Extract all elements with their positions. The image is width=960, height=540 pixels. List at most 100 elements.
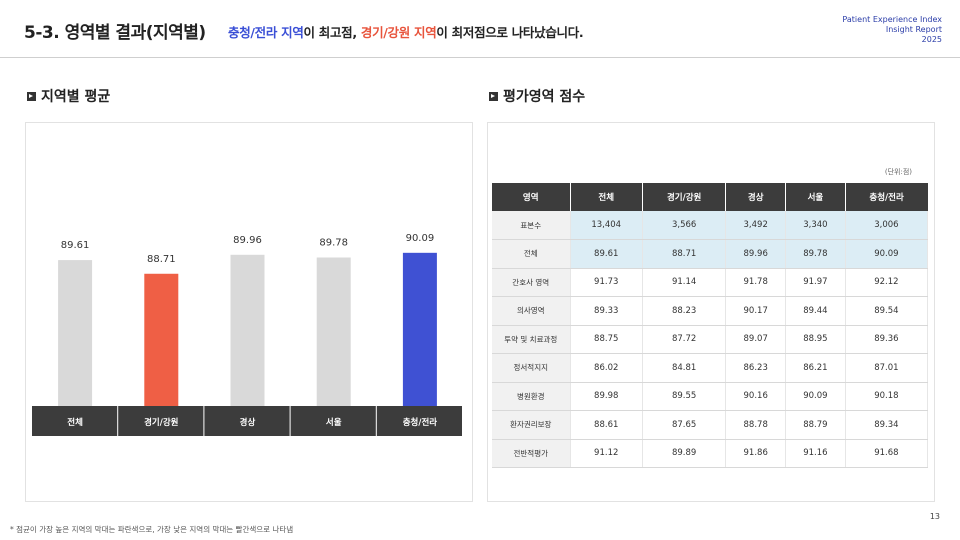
table-cell: 90.16 <box>725 382 787 411</box>
table-cell: 89.98 <box>570 382 643 411</box>
table-cell: 88.23 <box>642 296 727 326</box>
table-cell: 91.73 <box>570 268 643 297</box>
table-row: 정서적지지 86.02 84.81 86.23 86.21 87.01 <box>492 353 929 383</box>
table-cell: 88.71 <box>642 239 727 269</box>
table-cell: 89.96 <box>725 239 787 269</box>
bar-2 <box>230 254 265 406</box>
category-cell-1 <box>118 406 204 436</box>
table-row-label: 정서적지지 <box>492 353 571 383</box>
subtitle-text-mid: 이 최고점, <box>303 25 361 40</box>
bar-chart: 89.61 전체 88.71 경기/강원 89.96 경상 89.78 서울 90.09 충청/전… <box>32 233 462 436</box>
table-cell: 91.86 <box>725 439 787 468</box>
table-row: 투약 및 치료과정 88.75 87.72 89.07 88.95 89.36 <box>492 325 929 354</box>
table-cell: 90.18 <box>845 382 929 411</box>
bar-value-label-3: 89.78 <box>319 238 348 249</box>
page-header: 5-3. 영역별 결과(지역별) 충청/전라 지역이 최고점, 경기/강원 지역… <box>0 0 960 58</box>
table-row: 전반적평가 91.12 89.89 91.86 91.16 91.68 <box>492 439 929 468</box>
report-line-3: 2025 <box>921 35 942 44</box>
page-number: 13 <box>929 512 940 521</box>
bar-3 <box>316 257 351 406</box>
table-cell: 91.78 <box>725 268 787 297</box>
report-label: Patient Experience Index Insight Report … <box>842 15 942 45</box>
table-cell: 89.61 <box>570 239 643 269</box>
table-cell: 88.95 <box>785 325 846 354</box>
subtitle-highlight-highest: 충청/전라 지역 <box>228 25 304 40</box>
category-label-4: 충청/전라 <box>403 417 438 428</box>
category-label-0: 전체 <box>67 417 83 428</box>
table-header-cell: 전체 <box>570 183 643 211</box>
table-cell: 92.12 <box>845 268 929 297</box>
bar-value-label-2: 89.96 <box>233 235 262 246</box>
category-label-3: 서울 <box>326 417 342 428</box>
section-arrow-icon <box>27 91 36 101</box>
table-row-label: 표본수 <box>492 211 571 240</box>
table-cell: 87.01 <box>845 353 929 383</box>
score-table: 영역 전체 경기/강원 경상 서울 충청/전라 표본수 13,404 3,566 3,492 3,… <box>492 183 929 468</box>
table-row: 환자권리보장 88.61 87.65 88.78 88.79 89.34 <box>492 410 929 440</box>
table-header-cell: 경기/강원 <box>642 183 727 211</box>
table-row: 간호사 영역 91.73 91.14 91.78 91.97 92.12 <box>492 268 929 297</box>
table-row-label: 간호사 영역 <box>492 268 571 297</box>
score-table-panel: (단위:점) 영역 전체 경기/강원 경상 서울 충청/전라 표본수 13,404 3,566… <box>487 122 935 502</box>
table-cell: 86.02 <box>570 353 643 383</box>
subtitle-highlight-lowest: 경기/강원 지역 <box>360 25 437 40</box>
table-cell: 89.44 <box>785 296 846 326</box>
page-title: 5-3. 영역별 결과(지역별) <box>24 23 206 43</box>
table-cell: 88.79 <box>785 410 846 440</box>
table-row-label: 투약 및 치료과정 <box>492 325 571 354</box>
table-cell: 87.65 <box>642 410 727 440</box>
table-cell: 89.89 <box>642 439 727 468</box>
right-section-title-text: 평가영역 점수 <box>503 89 586 105</box>
table-cell: 91.16 <box>785 439 846 468</box>
table-row: 전체 89.61 88.71 89.96 89.78 90.09 <box>492 239 929 269</box>
footnote: * 점균이 가장 높은 지역의 막대는 파란색으로, 가장 낮은 지역의 막대는… <box>10 525 294 534</box>
table-cell: 89.54 <box>845 296 929 326</box>
section-arrow-icon <box>489 91 498 101</box>
table-header-cell: 영역 <box>492 183 571 211</box>
category-cell-3 <box>290 406 376 436</box>
table-cell: 90.17 <box>725 296 787 326</box>
table-cell: 87.72 <box>642 325 727 354</box>
bar-1 <box>144 273 179 406</box>
category-cell-4 <box>376 406 462 436</box>
bar-value-label-4: 90.09 <box>406 233 435 244</box>
table-cell: 89.34 <box>845 410 929 440</box>
table-row: 병원환경 89.98 89.55 90.16 90.09 90.18 <box>492 382 929 411</box>
table-cell: 3,340 <box>785 211 846 240</box>
table-cell: 91.97 <box>785 268 846 297</box>
table-row-label: 병원환경 <box>492 382 571 411</box>
category-label-1: 경기/강원 <box>144 417 179 428</box>
table-cell: 89.55 <box>642 382 727 411</box>
table-row: 의사영역 89.33 88.23 90.17 89.44 89.54 <box>492 296 929 326</box>
table-cell: 89.36 <box>845 325 929 354</box>
table-row-label: 의사영역 <box>492 296 571 326</box>
bar-chart-panel: 89.61 전체 88.71 경기/강원 89.96 경상 89.78 서울 90.09 충청/전… <box>25 122 473 502</box>
category-label-2: 경상 <box>240 417 256 428</box>
table-row: 표본수 13,404 3,566 3,492 3,340 3,006 <box>492 211 929 240</box>
table-cell: 90.09 <box>785 382 846 411</box>
bar-0 <box>58 260 93 406</box>
unit-label: (단위:점) <box>884 168 912 176</box>
right-section-title: 평가영역 점수 <box>489 86 585 106</box>
left-section-title: 지역별 평균 <box>27 86 110 106</box>
table-cell: 88.78 <box>725 410 787 440</box>
table-cell: 88.75 <box>570 325 643 354</box>
left-section-title-text: 지역별 평균 <box>41 89 111 105</box>
table-cell: 89.78 <box>785 239 846 269</box>
table-header-row: 영역 전체 경기/강원 경상 서울 충청/전라 <box>492 183 928 211</box>
category-cell-2 <box>204 406 290 436</box>
table-cell: 91.68 <box>845 439 929 468</box>
table-cell: 3,006 <box>845 211 929 240</box>
subtitle-text-end: 이 최저점으로 나타났습니다. <box>436 25 584 40</box>
table-cell: 91.12 <box>570 439 643 468</box>
table-cell: 3,566 <box>642 211 727 240</box>
bar-value-label-1: 88.71 <box>147 254 176 265</box>
table-row-label: 전체 <box>492 239 571 269</box>
page-subtitle: 충청/전라 지역이 최고점, 경기/강원 지역이 최저점으로 나타났습니다. <box>228 22 584 41</box>
table-cell: 13,404 <box>570 211 643 240</box>
category-cell-0 <box>32 406 118 436</box>
bar-value-label-0: 89.61 <box>61 240 90 251</box>
report-line-2: Insight Report <box>885 25 942 34</box>
table-cell: 3,492 <box>725 211 787 240</box>
table-cell: 84.81 <box>642 353 727 383</box>
